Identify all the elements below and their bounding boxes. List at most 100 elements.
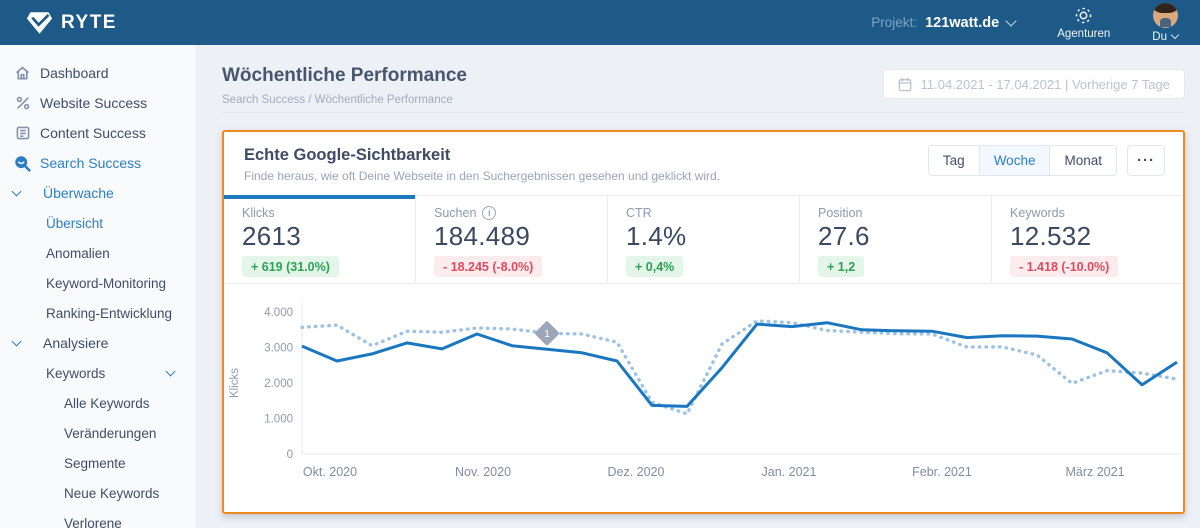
sidebar-item-anomalien[interactable]: Anomalien	[0, 238, 196, 268]
ryte-gem-icon	[26, 11, 53, 35]
metric-change-badge: + 0,4%	[626, 255, 684, 277]
sidebar-item-search-success[interactable]: Search Success	[0, 148, 196, 178]
tab-tag[interactable]: Tag	[928, 146, 979, 175]
sidebar-item-label: Neue Keywords	[64, 485, 160, 501]
sidebar-item-label: Analysiere	[43, 335, 109, 351]
sidebar-item-label: Ranking-Entwicklung	[46, 305, 173, 321]
metric-value: 2613	[242, 221, 302, 251]
metric-label: CTR	[626, 206, 652, 220]
project-value: 121watt.de	[925, 14, 1000, 31]
project-selector[interactable]: Projekt: 121watt.de	[871, 14, 1017, 31]
sidebar: Dashboard Website Success Content Succes…	[0, 45, 197, 528]
sidebar-item-alle-keywords[interactable]: Alle Keywords	[0, 388, 196, 418]
svg-text:Okt. 2020: Okt. 2020	[303, 465, 357, 479]
metric-tab-ctr[interactable]: CTR 1.4% + 0,4%	[608, 196, 800, 283]
more-options-button[interactable]: ···	[1127, 145, 1165, 176]
agencies-label: Agenturen	[1057, 27, 1111, 40]
metric-value: 12.532	[1010, 221, 1092, 251]
sidebar-item-label: Segmente	[64, 455, 126, 471]
chevron-down-icon	[11, 336, 22, 347]
sidebar-section-analysiere[interactable]: Analysiere	[0, 328, 196, 358]
metric-tab-suchen[interactable]: Suchen i 184.489 - 18.245 (-8.0%)	[416, 196, 608, 283]
sidebar-item-label: Website Success	[40, 95, 148, 111]
sidebar-item-content-success[interactable]: Content Success	[0, 118, 196, 148]
sidebar-item-label: Search Success	[40, 155, 142, 171]
svg-text:Dez. 2020: Dez. 2020	[608, 465, 665, 479]
svg-text:2.000: 2.000	[264, 378, 293, 390]
metric-change-badge: - 18.245 (-8.0%)	[434, 255, 543, 277]
metric-label: Keywords	[1010, 206, 1065, 220]
sidebar-item-label: Keyword-Monitoring	[46, 275, 167, 291]
home-icon	[14, 65, 31, 82]
agencies-menu[interactable]: Agenturen	[1057, 6, 1110, 40]
sidebar-item-label: Anomalien	[46, 245, 110, 261]
svg-text:März 2021: März 2021	[1065, 465, 1124, 479]
metric-label: Klicks	[242, 206, 275, 220]
svg-text:Febr. 2021: Febr. 2021	[912, 465, 972, 479]
sidebar-item-dashboard[interactable]: Dashboard	[0, 58, 196, 88]
sidebar-item-label: Content Success	[40, 125, 146, 141]
sidebar-item-keyword-monitoring[interactable]: Keyword-Monitoring	[0, 268, 196, 298]
sidebar-item-uebersicht[interactable]: Übersicht	[0, 208, 196, 238]
sidebar-item-label: Keywords	[46, 365, 106, 381]
metric-change-badge: + 1,2	[818, 255, 865, 277]
svg-text:Klicks: Klicks	[229, 368, 241, 398]
metric-change-badge: - 1.418 (-10.0%)	[1010, 255, 1119, 277]
metric-tabs: Klicks 2613 + 619 (31.0%) Suchen i 184.4…	[224, 195, 1183, 284]
sidebar-item-veraenderungen[interactable]: Veränderungen	[0, 418, 196, 448]
sun-icon	[1074, 6, 1093, 25]
tab-woche[interactable]: Woche	[978, 146, 1050, 175]
metric-value: 27.6	[818, 221, 870, 251]
sidebar-item-label: Veränderungen	[64, 425, 157, 441]
sidebar-item-keywords[interactable]: Keywords	[0, 358, 196, 388]
user-label: Du	[1152, 30, 1167, 43]
tab-monat[interactable]: Monat	[1049, 146, 1116, 175]
metric-label: Position	[818, 206, 863, 220]
svg-text:1: 1	[544, 328, 550, 340]
chevron-down-icon	[165, 366, 176, 377]
clicks-line-chart: 0 1.000 2.000 3.000 4.000 Klicks Okt. 2020 Nov.…	[224, 284, 1183, 512]
card-subtitle: Finde heraus, wie oft Deine Webseite in …	[244, 169, 721, 183]
sidebar-item-label: Überwache	[43, 185, 114, 201]
metric-tab-klicks[interactable]: Klicks 2613 + 619 (31.0%)	[224, 195, 416, 283]
breadcrumb[interactable]: Search Success / Wöchentliche Performanc…	[222, 94, 453, 106]
chevron-down-icon	[1005, 14, 1017, 27]
metric-value: 184.489	[434, 221, 531, 251]
document-icon	[14, 125, 31, 142]
metric-tab-position[interactable]: Position 27.6 + 1,2	[800, 196, 992, 283]
chevron-down-icon	[1170, 30, 1180, 39]
metric-value: 1.4%	[626, 221, 687, 251]
date-range-button[interactable]: 11.04.2021 - 17.04.2021 | Vorherige 7 Ta…	[882, 69, 1185, 99]
sidebar-item-website-success[interactable]: Website Success	[0, 88, 196, 118]
brand-name: RYTE	[61, 11, 117, 33]
project-label: Projekt:	[871, 15, 918, 30]
sidebar-item-label: Dashboard	[40, 65, 109, 81]
sidebar-item-neue-keywords[interactable]: Neue Keywords	[0, 478, 196, 508]
range-segmented-control: Tag Woche Monat	[927, 145, 1117, 176]
page-title: Wöchentliche Performance	[222, 65, 467, 86]
sidebar-item-label: Verlorene	[64, 515, 122, 528]
sidebar-item-label: Alle Keywords	[64, 395, 150, 411]
avatar	[1152, 2, 1178, 28]
sidebar-section-ueberwache[interactable]: Überwache	[0, 178, 196, 208]
percent-icon	[14, 95, 31, 112]
svg-text:3.000: 3.000	[264, 343, 293, 355]
metric-label: Suchen	[434, 206, 477, 220]
sidebar-item-ranking-entwicklung[interactable]: Ranking-Entwicklung	[0, 298, 196, 328]
chevron-down-icon	[11, 186, 22, 197]
user-menu[interactable]: Du	[1152, 2, 1180, 43]
svg-text:Nov. 2020: Nov. 2020	[455, 465, 511, 479]
metric-change-badge: + 619 (31.0%)	[242, 255, 339, 277]
metric-tab-keywords[interactable]: Keywords 12.532 - 1.418 (-10.0%)	[992, 196, 1183, 283]
ryte-logo[interactable]: RYTE	[26, 11, 117, 35]
date-range-text: 11.04.2021 - 17.04.2021 | Vorherige 7 Ta…	[920, 76, 1170, 92]
top-navbar: RYTE Projekt: 121watt.de Agenturen Du	[0, 0, 1200, 45]
search-smile-icon	[14, 155, 31, 172]
sidebar-item-label: Übersicht	[46, 215, 104, 231]
sidebar-item-verlorene[interactable]: Verlorene	[0, 508, 196, 528]
info-icon[interactable]: i	[482, 206, 497, 220]
main-content: Wöchentliche Performance Search Success …	[197, 45, 1200, 528]
visibility-card: Echte Google-Sichtbarkeit Finde heraus, …	[222, 130, 1185, 514]
sidebar-item-segmente[interactable]: Segmente	[0, 448, 196, 478]
calendar-icon	[898, 77, 912, 92]
